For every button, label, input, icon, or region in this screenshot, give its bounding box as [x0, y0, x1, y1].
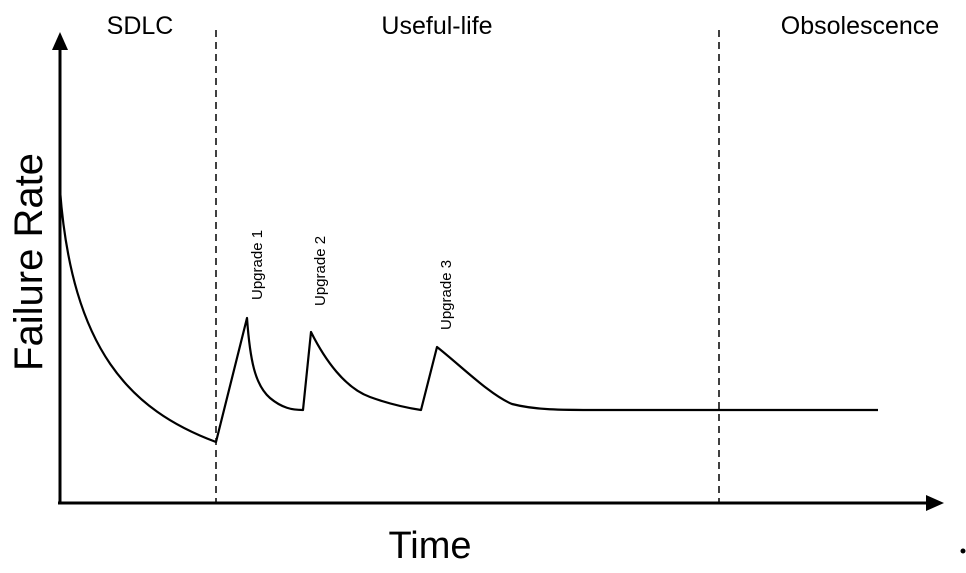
- phase-label-sdlc: SDLC: [107, 12, 174, 40]
- x-axis-title: Time: [388, 525, 471, 567]
- corner-dot: [960, 548, 966, 554]
- y-axis-arrowhead: [52, 32, 68, 50]
- y-axis-title: Failure Rate: [7, 153, 51, 371]
- event-label-upgrade-3: Upgrade 3: [438, 260, 455, 330]
- failure-rate-curve: [58, 189, 878, 444]
- event-label-upgrade-2: Upgrade 2: [312, 236, 329, 306]
- phase-label-useful-life: Useful-life: [381, 12, 492, 40]
- x-axis-arrowhead: [926, 495, 944, 511]
- event-label-upgrade-1: Upgrade 1: [249, 230, 266, 300]
- phase-label-obsolescence: Obsolescence: [781, 12, 939, 40]
